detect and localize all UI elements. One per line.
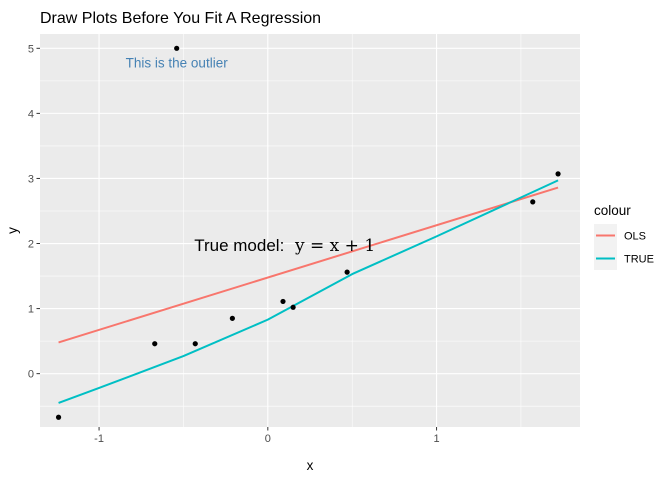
regression-lines [58,179,559,404]
x-tick-label: 1 [434,433,440,445]
legend-label: OLS [624,231,646,243]
legend-label: TRUE [624,254,654,266]
data-point [229,315,235,321]
true-model-equation: y = x + 1 [294,236,375,256]
y-tick-label: 2 [28,239,34,251]
y-tick-label: 1 [28,304,34,316]
legend: colour OLS TRUE [594,203,654,270]
y-tick-label: 5 [28,43,34,55]
data-point [174,45,180,51]
chart-title: Draw Plots Before You Fit A Regression [40,10,321,27]
data-point [192,341,198,347]
legend-entry-ols: OLS [594,224,646,247]
legend-entry-true: TRUE [594,247,654,270]
y-tick-label: 0 [28,369,34,381]
grid-lines [40,34,580,427]
y-axis-ticks: 0 1 2 3 4 5 [28,43,40,381]
true-model-label: True model: [194,236,284,255]
x-tick-label: -1 [94,433,104,445]
data-point [152,341,158,347]
data-point [55,414,62,420]
data-point [344,269,350,275]
y-axis-title: y [5,227,20,234]
series-line-ols [58,186,559,344]
plot-panel [40,34,580,427]
true-model-annotation: True model: y = x + 1 [194,236,375,256]
data-point [290,304,296,310]
legend-title: colour [594,203,631,218]
outlier-annotation: This is the outlier [126,56,229,71]
y-tick-label: 4 [28,108,34,120]
y-tick-label: 3 [28,173,34,185]
x-axis-ticks: -1 0 1 [94,427,440,445]
data-points [55,45,561,420]
annotations: This is the outlier True model: y = x + … [126,56,375,256]
series-line-true [58,179,559,404]
x-axis-title: x [307,458,314,473]
data-point [280,298,286,305]
data-point [530,199,536,205]
data-point [555,171,561,177]
x-tick-label: 0 [265,433,271,445]
